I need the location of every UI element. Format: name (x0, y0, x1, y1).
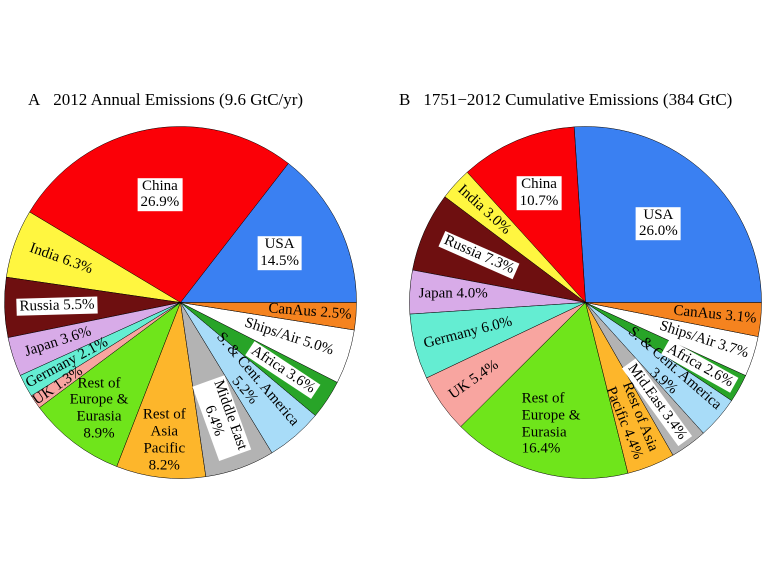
chart-a-title-text: 2012 Annual Emissions (9.6 GtC/yr) (53, 90, 304, 109)
slice-label-line: Europe & (521, 407, 581, 424)
pie-slice-usa (179, 162, 357, 303)
slice-label-japan: Japan 4.0% (419, 286, 488, 303)
slice-label-line: China (141, 177, 178, 194)
slice-label-line: Rest of (77, 374, 121, 391)
pie-slice-china (466, 126, 586, 303)
pie-slice-rest-of-europe-eurasia (38, 301, 181, 467)
slice-label-line: Rest of (521, 390, 565, 407)
slice-label-line: Eurasia (521, 424, 567, 441)
slice-label-line: 10.7% (519, 193, 559, 210)
slice-label-line: Japan 4.0% (418, 285, 488, 302)
slice-label-line: Asia (150, 423, 179, 440)
slice-label-rest-of-europe-eurasia: Rest of Europe & Eurasia 8.9% (70, 375, 129, 442)
slice-label-line: 26.0% (639, 223, 678, 240)
pie-slice-china (28, 125, 289, 303)
pie-slice-rest-of-europe-eurasia (460, 301, 628, 479)
pie-slice-rest-of-asia-pacific (115, 301, 206, 479)
slice-label-line: USA (643, 206, 674, 223)
slice-label-line: USA (264, 236, 295, 253)
slice-label-china: China 10.7% (516, 176, 562, 211)
chart-b-title-letter: B (399, 90, 411, 109)
chart-b-title: B 1751−2012 Cumulative Emissions (384 GtC… (399, 90, 732, 110)
slice-label-usa: USA 26.0% (636, 206, 681, 241)
pie-slice-canaus (584, 301, 762, 337)
slice-label-line: 8.2% (148, 456, 180, 473)
slice-label-line: 16.4% (521, 440, 561, 457)
slice-label-line: 14.5% (260, 253, 299, 270)
slice-label-line: 8.9% (83, 425, 115, 442)
chart-b-title-text: 1751−2012 Cumulative Emissions (384 GtC) (423, 90, 733, 109)
slice-label-rest-of-europe-eurasia: Rest of Europe & Eurasia 16.4% (522, 391, 581, 458)
slice-label-line: Rest of (142, 406, 186, 423)
slice-label-russia: Russia 5.5% (16, 295, 98, 316)
pie-annual-2012 (3, 125, 357, 479)
pie-slice-canaus (179, 301, 357, 330)
slice-label-line: Pacific (143, 440, 186, 457)
slice-label-line: Eurasia (76, 408, 122, 425)
slice-label-china: China 26.9% (137, 177, 183, 212)
slice-label-line: Europe & (69, 391, 129, 408)
slice-label-usa: USA 14.5% (257, 236, 302, 270)
slice-label-line: China (521, 176, 557, 193)
slice-label-line: 26.9% (140, 194, 180, 211)
chart-a-title-letter: A (28, 90, 41, 109)
chart-a-title: A 2012 Annual Emissions (9.6 GtC/yr) (28, 90, 303, 110)
slice-label-line: Russia 5.5% (19, 296, 95, 315)
slice-label-rest-of-asia-pacific: Rest of Asia Pacific 8.2% (143, 407, 186, 474)
